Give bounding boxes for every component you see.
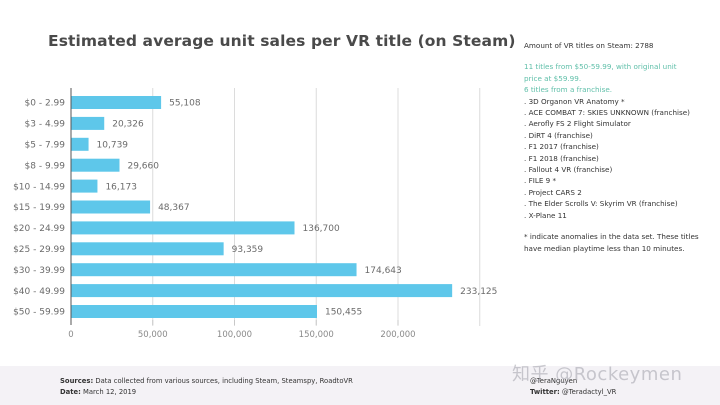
footnote: * indicate anomalies in the data set. Th…	[524, 231, 720, 254]
bar	[71, 116, 105, 130]
value-label: 29,660	[127, 161, 159, 171]
category-label: $8 - 9.99	[25, 161, 66, 171]
sources-line: Sources: Data collected from various sou…	[60, 376, 353, 387]
value-label: 233,125	[460, 287, 497, 297]
category-label: $15 - 19.99	[13, 203, 65, 213]
bar	[71, 284, 453, 298]
list-item: . X-Plane 11	[524, 210, 567, 220]
vr-title-count: Amount of VR titles on Steam: 2788	[524, 41, 654, 50]
list-item: . The Elder Scrolls V: Skyrim VR (franch…	[524, 199, 678, 209]
x-tick-label: 0	[68, 330, 73, 340]
list-item: . DiRT 4 (franchise)	[524, 130, 593, 140]
list-item: . Fallout 4 VR (franchise)	[524, 165, 613, 175]
value-label: 55,108	[169, 99, 201, 109]
list-item: . Project CARS 2	[524, 187, 582, 197]
list-item: . F1 2018 (franchise)	[524, 153, 599, 163]
highlight-line: 6 titles from a franchise.	[524, 85, 613, 95]
x-tick-label: 100,000	[217, 330, 252, 340]
bar	[71, 137, 89, 151]
bar	[71, 242, 224, 256]
x-tick-labels: 0 50,000 100,000 150,000 200,000	[68, 320, 416, 340]
list-item: . F1 2017 (franchise)	[524, 142, 599, 152]
list-item: . Aerofly FS 2 Flight Simulator	[524, 119, 631, 129]
footer-credits: @TeraNguyen Twitter: @Teradactyl_VR	[530, 376, 616, 397]
bars	[71, 96, 453, 318]
list-item: . FILE 9 *	[524, 176, 557, 186]
x-tick-label: 150,000	[299, 330, 334, 340]
category-label: $50 - 59.99	[13, 308, 65, 318]
date-label: Date:	[60, 387, 81, 396]
value-label: 48,367	[158, 203, 190, 213]
list-item: . ACE COMBAT 7: SKIES UNKNOWN (franchise…	[524, 108, 690, 118]
bar-chart: $0 - 2.99 $3 - 4.99 $5 - 7.99 $8 - 9.99 $10 …	[13, 88, 498, 340]
side-panel: Amount of VR titles on Steam: 2788 11 ti…	[524, 40, 720, 254]
footer-sources: Sources: Data collected from various sou…	[60, 376, 353, 397]
x-tick-label: 200,000	[380, 330, 415, 340]
category-label: $25 - 29.99	[13, 245, 65, 255]
value-labels: 55,108 20,326 10,739 29,660 16,173 48,367 136,…	[97, 99, 498, 318]
chart-title: Estimated average unit sales per VR titl…	[48, 32, 516, 50]
highlight-note: 11 titles from $50-59.99, with original …	[524, 61, 720, 95]
twitter-label: Twitter:	[530, 387, 560, 396]
twitter-line: Twitter: @Teradactyl_VR	[530, 387, 616, 398]
bar	[71, 200, 151, 214]
value-label: 136,700	[303, 224, 340, 234]
bar	[71, 179, 98, 193]
sources-text: Data collected from various sources, inc…	[93, 377, 353, 385]
category-labels: $0 - 2.99 $3 - 4.99 $5 - 7.99 $8 - 9.99 $10 …	[13, 99, 65, 318]
bar	[71, 305, 317, 318]
bar	[71, 96, 162, 109]
date-text: March 12, 2019	[80, 387, 137, 396]
category-label: $3 - 4.99	[25, 120, 66, 130]
value-label: 93,359	[232, 245, 264, 255]
footnote-line: have median playtime less than 10 minute…	[524, 243, 685, 253]
footer: Sources: Data collected from various sou…	[0, 366, 720, 405]
title-list: . 3D Organon VR Anatomy * . ACE COMBAT 7…	[524, 96, 720, 221]
category-label: $30 - 39.99	[13, 266, 65, 276]
category-label: $20 - 24.99	[13, 224, 65, 234]
value-label: 10,739	[97, 141, 129, 151]
bar	[71, 158, 120, 172]
category-label: $5 - 7.99	[25, 141, 66, 151]
bar	[71, 221, 295, 235]
bar	[71, 263, 357, 277]
date-line: Date: March 12, 2019	[60, 387, 353, 398]
value-label: 20,326	[112, 120, 144, 130]
author-handle: @TeraNguyen	[530, 377, 578, 385]
value-label: 174,643	[365, 266, 402, 276]
watermark: 知乎 @Rockeymen	[512, 364, 683, 385]
category-label: $40 - 49.99	[13, 287, 65, 297]
value-label: 16,173	[105, 182, 137, 192]
value-label: 150,455	[325, 308, 362, 318]
highlight-line: price at $59.99.	[524, 73, 582, 83]
category-label: $10 - 14.99	[13, 182, 65, 192]
category-label: $0 - 2.99	[25, 99, 66, 109]
x-tick-label: 50,000	[138, 330, 168, 340]
highlight-line: 11 titles from $50-59.99, with original …	[524, 62, 677, 72]
sources-label: Sources:	[60, 377, 94, 385]
list-item: . 3D Organon VR Anatomy *	[524, 96, 625, 106]
footnote-line: * indicate anomalies in the data set. Th…	[524, 232, 699, 242]
twitter-text: @Teradactyl_VR	[559, 387, 617, 396]
